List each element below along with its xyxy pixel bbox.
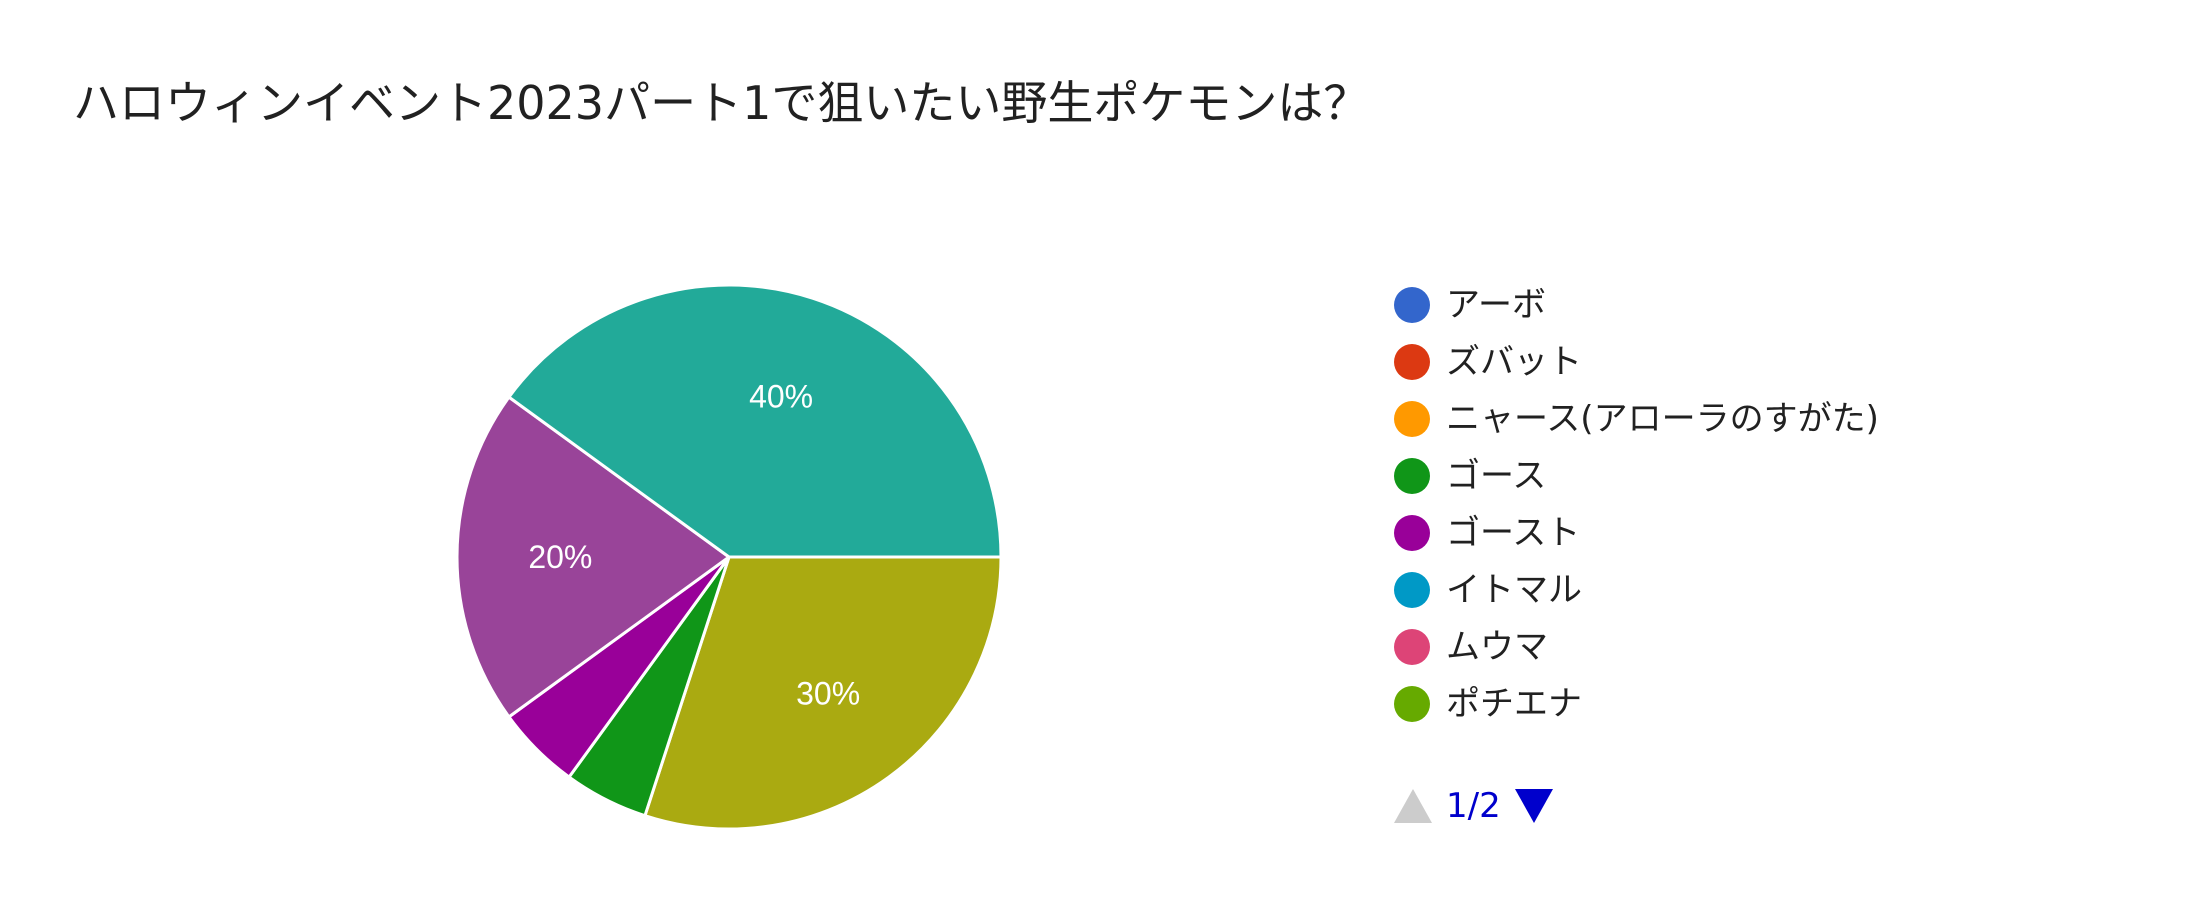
legend-label: ニャース(アローラのすがた) <box>1446 398 1879 439</box>
legend-dot <box>1394 685 1430 722</box>
legend-dot <box>1394 457 1430 494</box>
pie-slice-data-label: 30% <box>796 675 860 711</box>
legend-dot <box>1394 571 1430 608</box>
pie-slice-data-label: 20% <box>528 539 592 575</box>
legend-item[interactable]: ゴース <box>1394 447 2154 504</box>
pager-page-indicator: 1/2 <box>1446 786 1501 826</box>
pie-slice-data-label: 40% <box>749 379 813 415</box>
legend-item[interactable]: ニャース(アローラのすがた) <box>1394 390 2154 447</box>
legend-item[interactable]: アーボ <box>1394 276 2154 333</box>
pager-prev-arrow-icon <box>1394 789 1432 823</box>
legend-dot <box>1394 286 1430 323</box>
legend-label: ムウマ <box>1446 626 1548 667</box>
pie-slice[interactable] <box>507 283 1003 559</box>
legend-dot <box>1394 400 1430 437</box>
pie-slice[interactable] <box>643 555 1003 831</box>
legend-dot <box>1394 628 1430 665</box>
legend-label: イトマル <box>1446 569 1582 610</box>
legend-label: ゴースト <box>1446 512 1581 553</box>
legend: アーボ ズバット ニャース(アローラのすがた) ゴース ゴースト イトマル ムウ… <box>1394 276 2154 732</box>
legend-item[interactable]: イトマル <box>1394 561 2154 618</box>
legend-label: ズバット <box>1446 341 1582 382</box>
legend-label: ポチエナ <box>1446 683 1582 724</box>
pager-next-arrow-icon[interactable] <box>1514 789 1553 823</box>
legend-label: アーボ <box>1446 284 1546 325</box>
legend-pager: 1/2 <box>1394 786 1553 826</box>
legend-item[interactable]: ズバット <box>1394 333 2154 390</box>
legend-dot <box>1394 343 1430 380</box>
pie-slice[interactable] <box>455 395 731 719</box>
chart-title: ハロウィンイベント2023パート1で狙いたい野生ポケモンは？ <box>73 76 1370 130</box>
legend-dot <box>1394 514 1430 551</box>
legend-item[interactable]: ポチエナ <box>1394 675 2154 732</box>
legend-item[interactable]: ムウマ <box>1394 618 2154 675</box>
legend-item[interactable]: ゴースト <box>1394 504 2154 561</box>
legend-label: ゴース <box>1446 455 1547 496</box>
